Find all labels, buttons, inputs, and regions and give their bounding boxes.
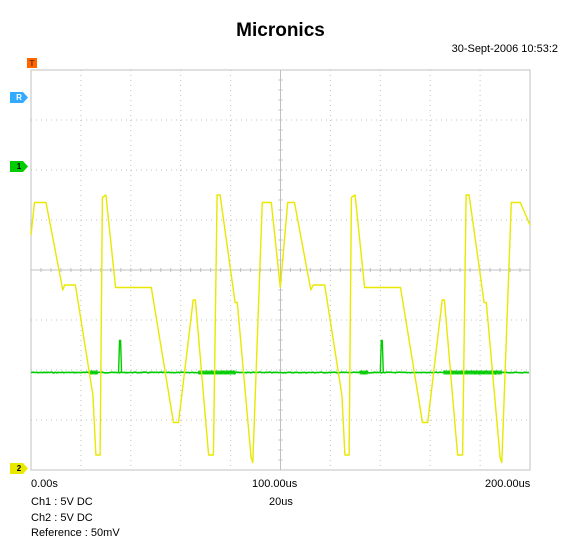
- ch2-trace-group: [30, 194, 531, 464]
- x-tick-label-start: 0.00s: [31, 478, 58, 490]
- timestamp: 30-Sept-2006 10:53:2: [451, 43, 558, 55]
- chart-title: Micronics: [236, 20, 325, 41]
- ch2-marker-icon[interactable]: 2: [10, 463, 28, 474]
- ch1-trace-group: [31, 339, 530, 376]
- ch1-noise-burst: [443, 370, 502, 375]
- ch1-noise-burst: [89, 370, 98, 375]
- timebase-label: 20us: [269, 496, 293, 508]
- reference-marker-icon[interactable]: R: [10, 92, 28, 103]
- ch1-settings: Ch1 : 5V DC: [31, 496, 93, 508]
- graticule: [30, 69, 531, 471]
- x-tick-label-end: 200.00us: [485, 478, 531, 490]
- ch2-settings: Ch2 : 5V DC: [31, 512, 93, 524]
- x-tick-label-mid: 100.00us: [252, 478, 298, 490]
- ch1-noise-burst: [359, 370, 368, 375]
- ch2-trace: [30, 194, 531, 464]
- ch1-noise-burst: [198, 370, 236, 375]
- reference-settings: Reference : 50mV: [31, 527, 120, 539]
- ch1-spike: [117, 339, 123, 373]
- ch1-marker-icon[interactable]: 1: [10, 161, 28, 172]
- ch1-spike: [379, 339, 384, 373]
- trigger-marker-icon[interactable]: T: [27, 58, 37, 68]
